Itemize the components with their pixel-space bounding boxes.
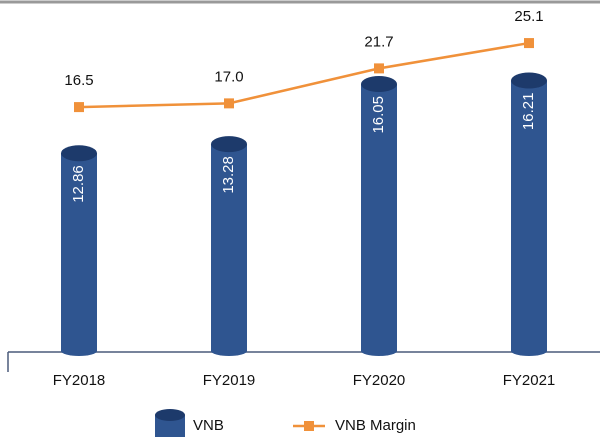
data-label: 16.5 <box>64 72 93 89</box>
legend-swatch <box>155 415 185 437</box>
line <box>78 41 530 109</box>
line-marker <box>224 98 234 109</box>
legend-swatch-marker <box>304 421 314 431</box>
x-tick-label: FY2020 <box>353 372 406 389</box>
line-marker <box>524 38 534 49</box>
x-tick-label: FY2019 <box>203 372 256 389</box>
bar-cap <box>361 76 397 93</box>
x-tick-label: FY2021 <box>503 372 556 389</box>
legend-swatch-cap <box>155 409 185 421</box>
data-label: 16.05 <box>370 96 387 134</box>
bar <box>61 153 97 351</box>
bar <box>211 144 247 351</box>
bar <box>361 84 397 352</box>
data-label: 21.7 <box>364 33 393 50</box>
legend-label: VNB Margin <box>335 417 416 434</box>
x-tick-label: FY2018 <box>53 372 106 389</box>
bar <box>511 80 547 352</box>
bar-cap <box>61 145 97 162</box>
data-label: 16.21 <box>520 93 537 131</box>
data-label: 13.28 <box>220 156 237 194</box>
bar-cap <box>211 136 247 153</box>
data-label: 17.0 <box>214 68 243 85</box>
data-label: 25.1 <box>514 8 543 25</box>
legend-label: VNB <box>193 417 224 434</box>
line-marker <box>74 102 84 113</box>
bar-cap <box>511 72 547 89</box>
line-marker <box>374 63 384 74</box>
data-label: 12.86 <box>70 165 87 203</box>
